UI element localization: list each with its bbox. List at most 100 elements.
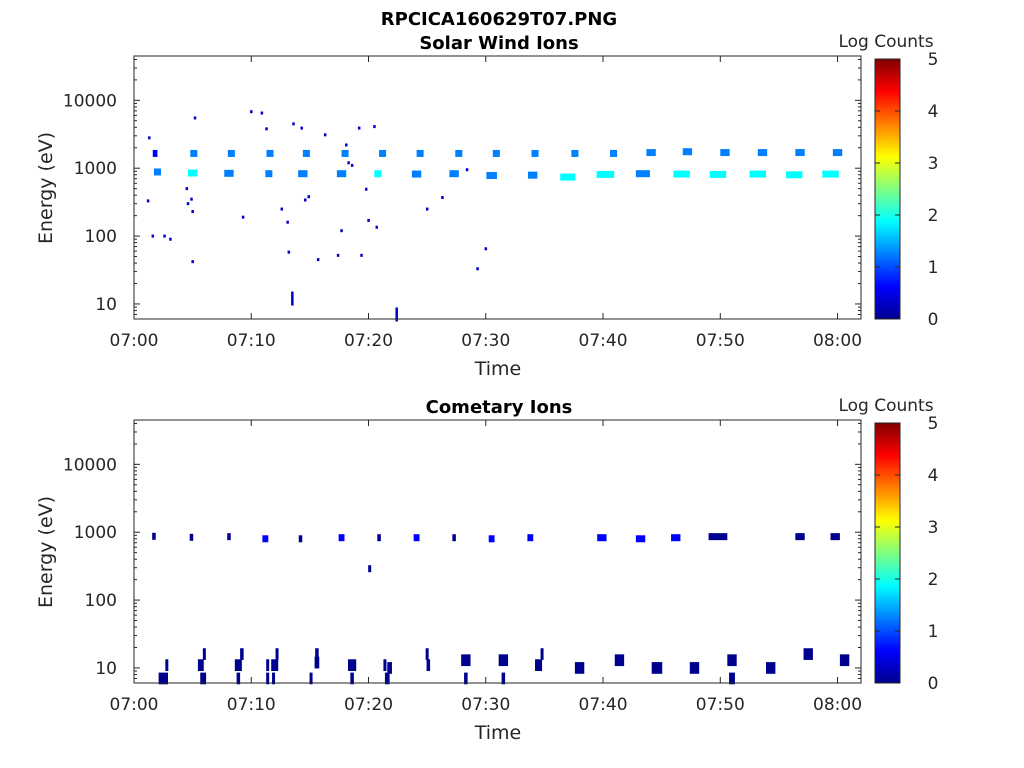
count-point [265, 127, 268, 131]
heatmap-cell [387, 662, 392, 674]
figure-title: RPCICA160629T07.PNG [381, 9, 617, 30]
panel-title: Cometary Ions [426, 397, 573, 418]
x-tick-label: 07:20 [344, 331, 393, 351]
count-point [307, 195, 311, 199]
heatmap-cell [275, 648, 279, 660]
count-point [151, 234, 155, 238]
count-point [191, 210, 194, 214]
colorbar: Log Counts 0 1 2 3 4 5 [838, 396, 938, 694]
heatmap-cell [830, 533, 840, 541]
heatmap-cell [757, 149, 768, 157]
count-point [373, 125, 376, 129]
heatmap-cells [152, 532, 850, 685]
heatmap-cell [531, 149, 539, 157]
heatmap-cell [413, 534, 420, 542]
heatmap-cell [368, 565, 372, 573]
heatmap-cell [749, 170, 767, 178]
colorbar-tick-label: 4 [928, 102, 939, 122]
y-tick-label: 1000 [74, 159, 117, 179]
count-point [286, 220, 289, 224]
heatmap-cell [527, 534, 534, 542]
heatmap-cell [574, 662, 585, 674]
heatmap-cell [839, 654, 850, 667]
count-point [367, 218, 370, 222]
heatmap-cell [265, 170, 273, 178]
heatmap-cell [200, 672, 207, 685]
heatmap-cell [383, 659, 387, 671]
count-point [316, 258, 320, 262]
heatmap-cell [795, 149, 805, 157]
count-point [345, 143, 348, 147]
colorbar-label: Log Counts [838, 396, 933, 416]
heatmap-cell [464, 672, 468, 685]
colorbar-tick-label: 5 [928, 50, 939, 70]
count-point [280, 207, 284, 211]
count-point [186, 202, 190, 206]
heatmap-cell [165, 659, 169, 671]
count-point [340, 229, 343, 233]
count-point [347, 161, 350, 165]
count-point [146, 199, 150, 203]
plot-frame [133, 419, 862, 684]
x-tick-label: 07:30 [461, 331, 510, 351]
colorbar-gradient [874, 422, 901, 684]
count-point [476, 267, 479, 271]
colorbar-tick-label: 0 [928, 674, 939, 694]
heatmap-cell [426, 659, 431, 671]
heatmap-cell [727, 654, 737, 667]
heatmap-cell [266, 149, 274, 157]
panel-cometary-ions: Cometary Ions 07:00 07:10 07:20 07:30 07:40 0… [35, 396, 938, 744]
colorbar: Log Counts 0 1 2 3 4 5 [838, 32, 938, 330]
heatmap-cell [492, 149, 500, 157]
heatmap-cell [302, 149, 310, 157]
heatmap-cell [501, 672, 506, 685]
heatmap-cell [795, 533, 805, 541]
heatmap-cell [709, 170, 727, 178]
heatmap-cell [338, 534, 345, 542]
heatmap-cells [152, 148, 843, 181]
y-axis-label: Energy (eV) [35, 496, 57, 608]
count-point [360, 253, 363, 257]
colorbar-tick-label: 1 [928, 258, 939, 278]
heatmap-cell [272, 672, 276, 685]
heatmap-cell [271, 659, 279, 671]
heatmap-cell [384, 672, 390, 685]
y-tick-label: 100 [85, 591, 117, 611]
count-point [241, 215, 245, 219]
count-point [484, 247, 488, 251]
heatmap-cell [152, 532, 156, 540]
count-point [148, 136, 151, 140]
colorbar-ticks: 0 1 2 3 4 5 [875, 50, 938, 330]
colorbar-label: Log Counts [838, 32, 933, 52]
heatmap-cell [202, 648, 206, 660]
heatmap-cell [152, 149, 158, 157]
heatmap-cell [720, 149, 730, 157]
y-tick-label: 10000 [63, 455, 117, 475]
colorbar-tick-label: 2 [928, 206, 939, 226]
colorbar-tick-label: 3 [928, 154, 939, 174]
y-tick-label: 10000 [63, 91, 117, 111]
heatmap-cell [673, 170, 690, 178]
heatmap-cell [535, 659, 543, 671]
x-tick-label: 07:00 [110, 331, 159, 351]
heatmap-cell [540, 648, 544, 660]
x-tick-label: 07:50 [696, 331, 745, 351]
count-point [364, 187, 368, 191]
y-tick-label: 1000 [74, 523, 117, 543]
heatmap-cell [682, 148, 693, 156]
x-tick-label: 07:50 [696, 695, 745, 715]
panel-solar-wind-ions: Solar Wind Ions 07:00 07:10 07:20 07:30 07:4… [35, 32, 938, 380]
heatmap-cell [341, 149, 349, 157]
heatmap-cell [347, 659, 357, 671]
heatmap-cell [262, 535, 269, 543]
count-point [300, 126, 303, 130]
heatmap-cell [486, 172, 497, 180]
count-point [425, 207, 429, 211]
y-axis-label: Energy (eV) [35, 132, 57, 244]
heatmap-cell [766, 662, 776, 674]
y-tick-label: 10 [95, 295, 117, 315]
x-tick-label: 07:10 [227, 331, 276, 351]
count-point [191, 260, 194, 264]
count-point [441, 196, 444, 200]
